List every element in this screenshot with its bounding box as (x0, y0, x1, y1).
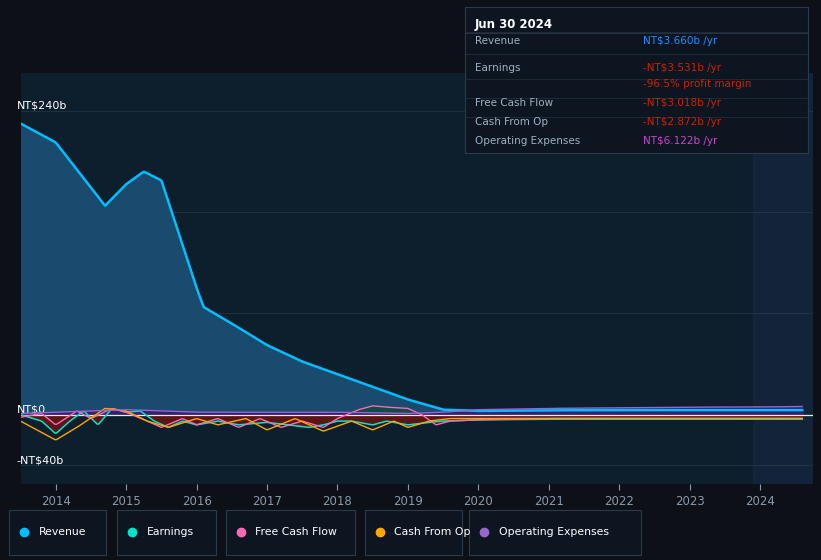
Text: Jun 30 2024: Jun 30 2024 (475, 18, 553, 31)
FancyBboxPatch shape (365, 510, 461, 554)
Text: NT$0: NT$0 (16, 405, 46, 415)
FancyBboxPatch shape (117, 510, 216, 554)
Text: -NT$2.872b /yr: -NT$2.872b /yr (643, 117, 722, 127)
Text: -NT$40b: -NT$40b (16, 455, 64, 465)
Text: -96.5% profit margin: -96.5% profit margin (643, 79, 751, 89)
Text: NT$3.660b /yr: NT$3.660b /yr (643, 36, 718, 46)
Text: Free Cash Flow: Free Cash Flow (475, 98, 553, 108)
Text: Operating Expenses: Operating Expenses (475, 136, 580, 146)
Text: -NT$3.018b /yr: -NT$3.018b /yr (643, 98, 721, 108)
Text: Cash From Op: Cash From Op (475, 117, 548, 127)
Text: -NT$3.531b /yr: -NT$3.531b /yr (643, 63, 722, 73)
FancyBboxPatch shape (226, 510, 355, 554)
Text: Revenue: Revenue (39, 528, 86, 537)
Text: Earnings: Earnings (475, 63, 521, 73)
Bar (753, 73, 813, 484)
Text: Operating Expenses: Operating Expenses (498, 528, 608, 537)
Text: NT$240b: NT$240b (16, 101, 67, 111)
Text: Cash From Op: Cash From Op (394, 528, 471, 537)
Text: Revenue: Revenue (475, 36, 521, 46)
Text: Earnings: Earnings (146, 528, 194, 537)
Text: NT$6.122b /yr: NT$6.122b /yr (643, 136, 718, 146)
FancyBboxPatch shape (10, 510, 106, 554)
Text: Free Cash Flow: Free Cash Flow (255, 528, 337, 537)
FancyBboxPatch shape (470, 510, 641, 554)
